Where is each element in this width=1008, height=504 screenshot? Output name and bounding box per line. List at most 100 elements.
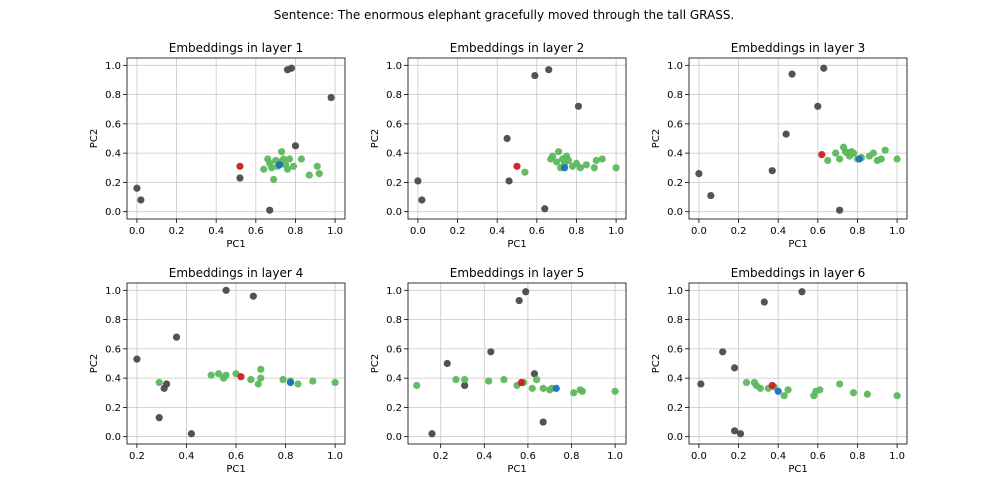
grass_cluster-point	[331, 378, 339, 387]
other-point	[487, 348, 495, 356]
grass_cluster-point	[257, 374, 265, 382]
grass_cluster-point	[270, 175, 278, 184]
grass_cluster-point	[836, 380, 844, 388]
subplot-2: 0.0 0.2 0.4 0.6 0.8 1.0 0.0 0.2 0.4 0.6 0.8 1.0 Embe…	[370, 41, 627, 250]
x-tick-label: 0.8	[850, 226, 866, 237]
subplot-3: 0.0 0.2 0.4 0.6 0.8 1.0 0.0 0.2 0.4 0.6 0.8 1.0 Embe…	[651, 41, 908, 250]
y-tick-label: 0.4	[105, 374, 121, 385]
y-axis-label: PC2	[370, 129, 381, 148]
grass_cluster-point	[869, 149, 877, 157]
figure-suptitle: Sentence: The enormous elephant graceful…	[273, 8, 735, 22]
grass_cluster-point	[207, 371, 215, 379]
grass_cluster-point	[533, 376, 541, 384]
grass_cluster-point	[553, 158, 561, 166]
other-point	[133, 184, 141, 192]
x-tick-label: 0.4	[770, 451, 786, 462]
other-point	[222, 286, 230, 294]
y-tick-label: 0.0	[386, 207, 402, 218]
x-tick-label: 0.2	[731, 451, 747, 462]
x-tick-label: 0.4	[179, 451, 195, 462]
red-point	[513, 162, 521, 170]
grass_cluster-point	[612, 164, 620, 172]
other-point	[760, 298, 768, 306]
x-tick-label: 0.2	[169, 226, 185, 237]
subplot-title: Embeddings in layer 5	[450, 266, 584, 280]
y-tick-label: 0.0	[386, 432, 402, 443]
other-point	[719, 348, 727, 356]
y-tick-label: 0.6	[105, 119, 121, 130]
other-point	[541, 205, 549, 213]
x-tick-label: 0.4	[208, 226, 224, 237]
other-point	[707, 191, 715, 200]
grass_cluster-point	[836, 155, 844, 163]
x-tick-label: 0.8	[850, 451, 866, 462]
grass_cluster-point	[283, 165, 292, 173]
grass_cluster-point	[254, 380, 262, 388]
grass_cluster-point	[528, 384, 536, 392]
x-tick-label: 0.4	[770, 226, 786, 237]
y-tick-label: 1.0	[386, 61, 402, 72]
grass_cluster-point	[452, 376, 460, 384]
grass_cluster-point	[590, 164, 598, 172]
y-tick-label: 0.0	[105, 207, 121, 218]
grass_cluster-point	[521, 168, 529, 176]
red-point	[237, 373, 245, 381]
y-tick-label: 0.8	[667, 90, 683, 101]
y-tick-label: 0.8	[105, 90, 121, 101]
grass_cluster-point	[413, 381, 421, 390]
y-tick-label: 0.8	[667, 315, 683, 326]
x-tick-label: 0.2	[433, 451, 449, 462]
blue-point	[560, 164, 569, 172]
grass_cluster-point	[598, 155, 606, 163]
other-point	[503, 134, 511, 143]
grass_cluster-point	[780, 392, 788, 400]
y-tick-label: 0.4	[105, 149, 121, 160]
grass_cluster-point	[285, 155, 294, 163]
y-axis-label: PC2	[370, 354, 381, 373]
other-point	[539, 418, 547, 426]
other-point	[428, 430, 436, 438]
grass_cluster-point	[570, 389, 578, 397]
subplot-1: 0.0 0.2 0.4 0.6 0.8 1.0 0.0 0.2 0.4 0.6 0.8 1.0 Embe…	[89, 41, 346, 250]
red-point	[818, 151, 826, 159]
grass_cluster-point	[549, 152, 557, 160]
other-point	[505, 177, 513, 185]
axes-frame	[126, 282, 346, 445]
y-axis-label: PC2	[89, 129, 100, 148]
other-point	[249, 292, 257, 300]
grass_cluster-point	[576, 164, 585, 172]
other-point	[530, 370, 539, 378]
other-point	[187, 430, 196, 438]
other-point	[137, 196, 145, 204]
x-tick-label: 1.0	[608, 226, 624, 237]
grass_cluster-point	[877, 155, 885, 163]
subplot-title: Embeddings in layer 4	[169, 266, 303, 280]
grass_cluster-point	[247, 376, 255, 384]
other-point	[768, 167, 776, 175]
x-tick-label: 0.4	[489, 226, 505, 237]
x-tick-label: 0.0	[691, 451, 707, 462]
x-axis-label: PC1	[226, 239, 245, 250]
grass_cluster-point	[309, 377, 317, 385]
x-tick-label: 0.8	[288, 226, 304, 237]
grass_cluster-point	[279, 376, 287, 384]
red-point	[517, 378, 525, 387]
axes-frame	[126, 57, 346, 220]
y-tick-label: 1.0	[667, 61, 683, 72]
y-tick-label: 0.4	[667, 374, 683, 385]
blue-point	[774, 387, 782, 395]
subplot-5: 0.2 0.4 0.6 0.8 1.0 0.0 0.2 0.4 0.6 0.8 1.0 Embeddi…	[370, 266, 627, 475]
x-tick-label: 0.6	[810, 451, 826, 462]
subplot-title: Embeddings in layer 3	[731, 41, 865, 55]
blue-point	[276, 161, 284, 169]
other-point	[697, 380, 705, 388]
grass_cluster-point	[756, 384, 764, 392]
x-tick-label: 0.6	[248, 226, 264, 237]
x-axis-label: PC1	[226, 464, 245, 475]
x-tick-label: 1.0	[889, 451, 905, 462]
x-tick-label: 0.0	[129, 226, 145, 237]
y-tick-label: 0.8	[105, 315, 121, 326]
y-tick-label: 0.2	[105, 178, 121, 189]
grass_cluster-point	[893, 155, 901, 163]
